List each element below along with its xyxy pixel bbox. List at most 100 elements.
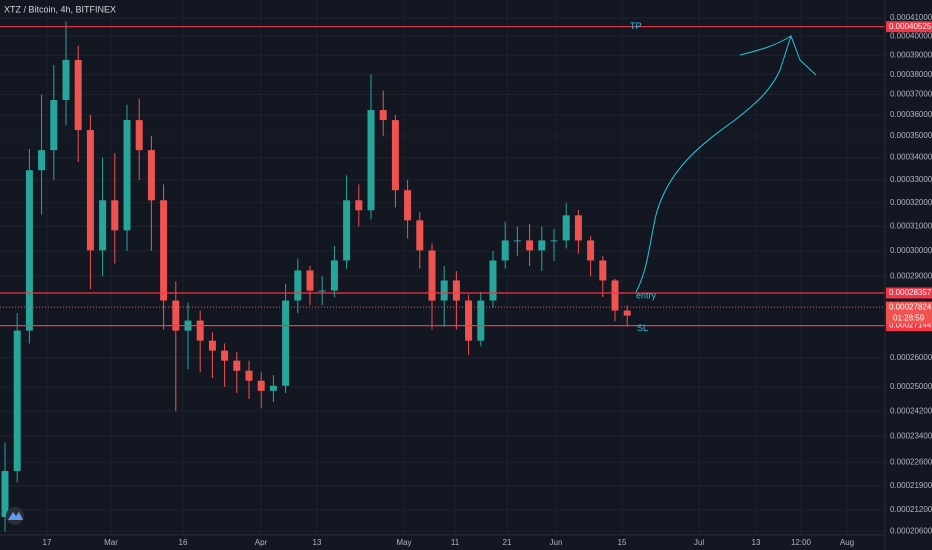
x-tick-label: Aug (840, 538, 854, 547)
x-tick-label: Jun (550, 538, 563, 547)
y-tick-label: 0.00035000 (890, 131, 932, 140)
level-annotation: SL (637, 323, 648, 333)
price-label: 0.00040525 (889, 22, 932, 31)
price-label: 0.00028357 (889, 288, 932, 297)
candle-body (294, 270, 302, 301)
candle-body (172, 300, 180, 331)
y-tick-label: 0.00024200 (890, 406, 932, 415)
logo (6, 507, 24, 525)
candle-body (440, 280, 448, 301)
y-tick-label: 0.00036000 (890, 110, 932, 119)
candle-body (367, 110, 375, 211)
y-tick-label: 0.00021900 (890, 481, 932, 490)
x-tick-label: 17 (43, 538, 52, 547)
candle-body (428, 250, 436, 301)
candle-body (38, 150, 46, 171)
candle-body (62, 59, 70, 101)
x-tick-label: 13 (752, 538, 761, 547)
x-tick-label: 13 (313, 538, 322, 547)
candle-body (391, 120, 399, 191)
y-tick-label: 0.00034000 (890, 153, 932, 162)
candle-body (355, 200, 363, 211)
candle-body (465, 300, 473, 341)
candle-body (587, 240, 595, 261)
candle-body (538, 240, 546, 251)
y-tick-label: 0.00029000 (890, 271, 932, 280)
candle-body (562, 215, 570, 241)
candle-body (25, 170, 33, 331)
x-tick-label: Mar (104, 538, 118, 547)
candle-body (550, 240, 558, 242)
price-label-box (886, 320, 932, 332)
candle-body (135, 120, 143, 151)
candle-body (13, 330, 21, 471)
candle-body (513, 240, 521, 242)
x-tick-label: Jul (694, 538, 704, 547)
candle-body (147, 150, 155, 201)
y-tick-label: 0.00022600 (890, 457, 932, 466)
candle-body (208, 340, 216, 351)
x-tick-label: Apr (255, 538, 268, 547)
price-label-box (886, 287, 932, 299)
chart-title: XTZ / Bitcoin, 4h, BITFINEX (4, 4, 116, 14)
candle-body (599, 260, 607, 281)
candle-body (526, 240, 534, 251)
y-tick-label: 0.00033000 (890, 175, 932, 184)
candle-body (257, 380, 265, 391)
candle-body (574, 215, 582, 241)
level-annotation: TP (630, 21, 642, 31)
y-tick-label: 0.00040000 (890, 32, 932, 41)
y-tick-label: 0.00023400 (890, 431, 932, 440)
candle-body (330, 260, 338, 291)
last-price-label: 0.00027824 (889, 302, 932, 311)
candle-body (50, 100, 58, 151)
x-tick-label: 16 (179, 538, 188, 547)
y-tick-label: 0.00026000 (890, 353, 932, 362)
y-tick-label: 0.00025000 (890, 382, 932, 391)
candle-body (477, 300, 485, 341)
countdown: 01:28:59 (893, 313, 925, 322)
candle-body (99, 200, 107, 251)
x-tick-label: 21 (503, 538, 512, 547)
y-tick-label: 0.00037000 (890, 90, 932, 99)
y-tick-label: 0.00041000 (890, 13, 932, 22)
candle-body (452, 280, 460, 301)
candle-body (343, 200, 351, 261)
projection-curve (739, 35, 792, 56)
candle-body (306, 270, 314, 291)
price-label-box (886, 21, 932, 33)
y-tick-label: 0.00038000 (890, 70, 932, 79)
candle-body (196, 320, 204, 341)
candle-body (74, 59, 82, 131)
candle-body (221, 350, 229, 361)
y-tick-label: 0.00032000 (890, 198, 932, 207)
projection-curve (635, 34, 817, 293)
x-tick-label: 12:00 (791, 538, 812, 547)
candle-body (611, 280, 619, 311)
candle-body (489, 260, 497, 301)
candle-body (123, 120, 131, 231)
last-price-box (886, 301, 932, 324)
candle-body (86, 130, 94, 251)
y-tick-label: 0.00039000 (890, 50, 932, 59)
candles (1, 21, 631, 532)
candle-body (160, 200, 168, 301)
candle-body (404, 190, 412, 221)
x-tick-label: 11 (451, 538, 460, 547)
grid (0, 0, 885, 535)
price-label: 0.00027144 (889, 321, 932, 330)
candle-body (501, 240, 509, 261)
y-tick-label: 0.00030000 (890, 246, 932, 255)
candle-body (416, 220, 424, 251)
level-annotation: entry (636, 290, 657, 300)
candle-body (623, 310, 631, 316)
candle-body (245, 370, 253, 381)
candle-body (233, 360, 241, 371)
x-tick-label: 15 (618, 538, 627, 547)
candle-body (269, 385, 277, 391)
candle-body (111, 200, 119, 231)
candle-body (318, 290, 326, 292)
